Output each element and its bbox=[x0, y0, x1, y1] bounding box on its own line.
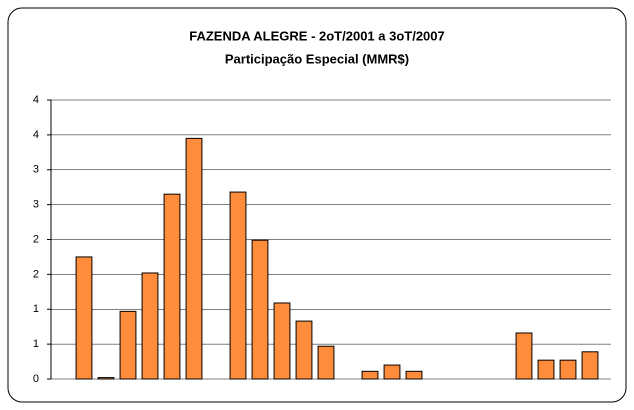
y-tick-label: 4 bbox=[33, 129, 39, 141]
bar bbox=[141, 272, 159, 380]
y-tick-label: 3 bbox=[33, 199, 39, 211]
chart-subtitle: Participação Especial (MMR$) bbox=[225, 51, 409, 66]
y-tick-label: 0 bbox=[33, 373, 39, 385]
bar bbox=[163, 193, 181, 380]
bar bbox=[97, 377, 115, 380]
bar bbox=[361, 370, 379, 380]
bar bbox=[251, 239, 269, 380]
bar bbox=[581, 351, 599, 380]
bar bbox=[229, 191, 247, 380]
y-tick-label: 4 bbox=[33, 94, 39, 106]
chart-frame bbox=[7, 7, 627, 403]
bar bbox=[75, 256, 93, 380]
bar bbox=[317, 345, 335, 380]
bar bbox=[405, 370, 423, 380]
y-tick-label: 2 bbox=[33, 268, 39, 280]
bar bbox=[559, 359, 577, 380]
bar bbox=[185, 137, 203, 380]
y-tick-label: 1 bbox=[33, 303, 39, 315]
bar bbox=[383, 364, 401, 380]
y-tick-label: 1 bbox=[33, 338, 39, 350]
y-tick-label: 2 bbox=[33, 233, 39, 245]
chart-title: FAZENDA ALEGRE - 2oT/2001 a 3oT/2007 bbox=[189, 28, 445, 43]
bar bbox=[537, 359, 555, 380]
bar bbox=[515, 332, 533, 380]
bar bbox=[273, 302, 291, 380]
bar bbox=[119, 310, 137, 380]
y-tick-label: 3 bbox=[33, 164, 39, 176]
bar bbox=[295, 320, 313, 380]
